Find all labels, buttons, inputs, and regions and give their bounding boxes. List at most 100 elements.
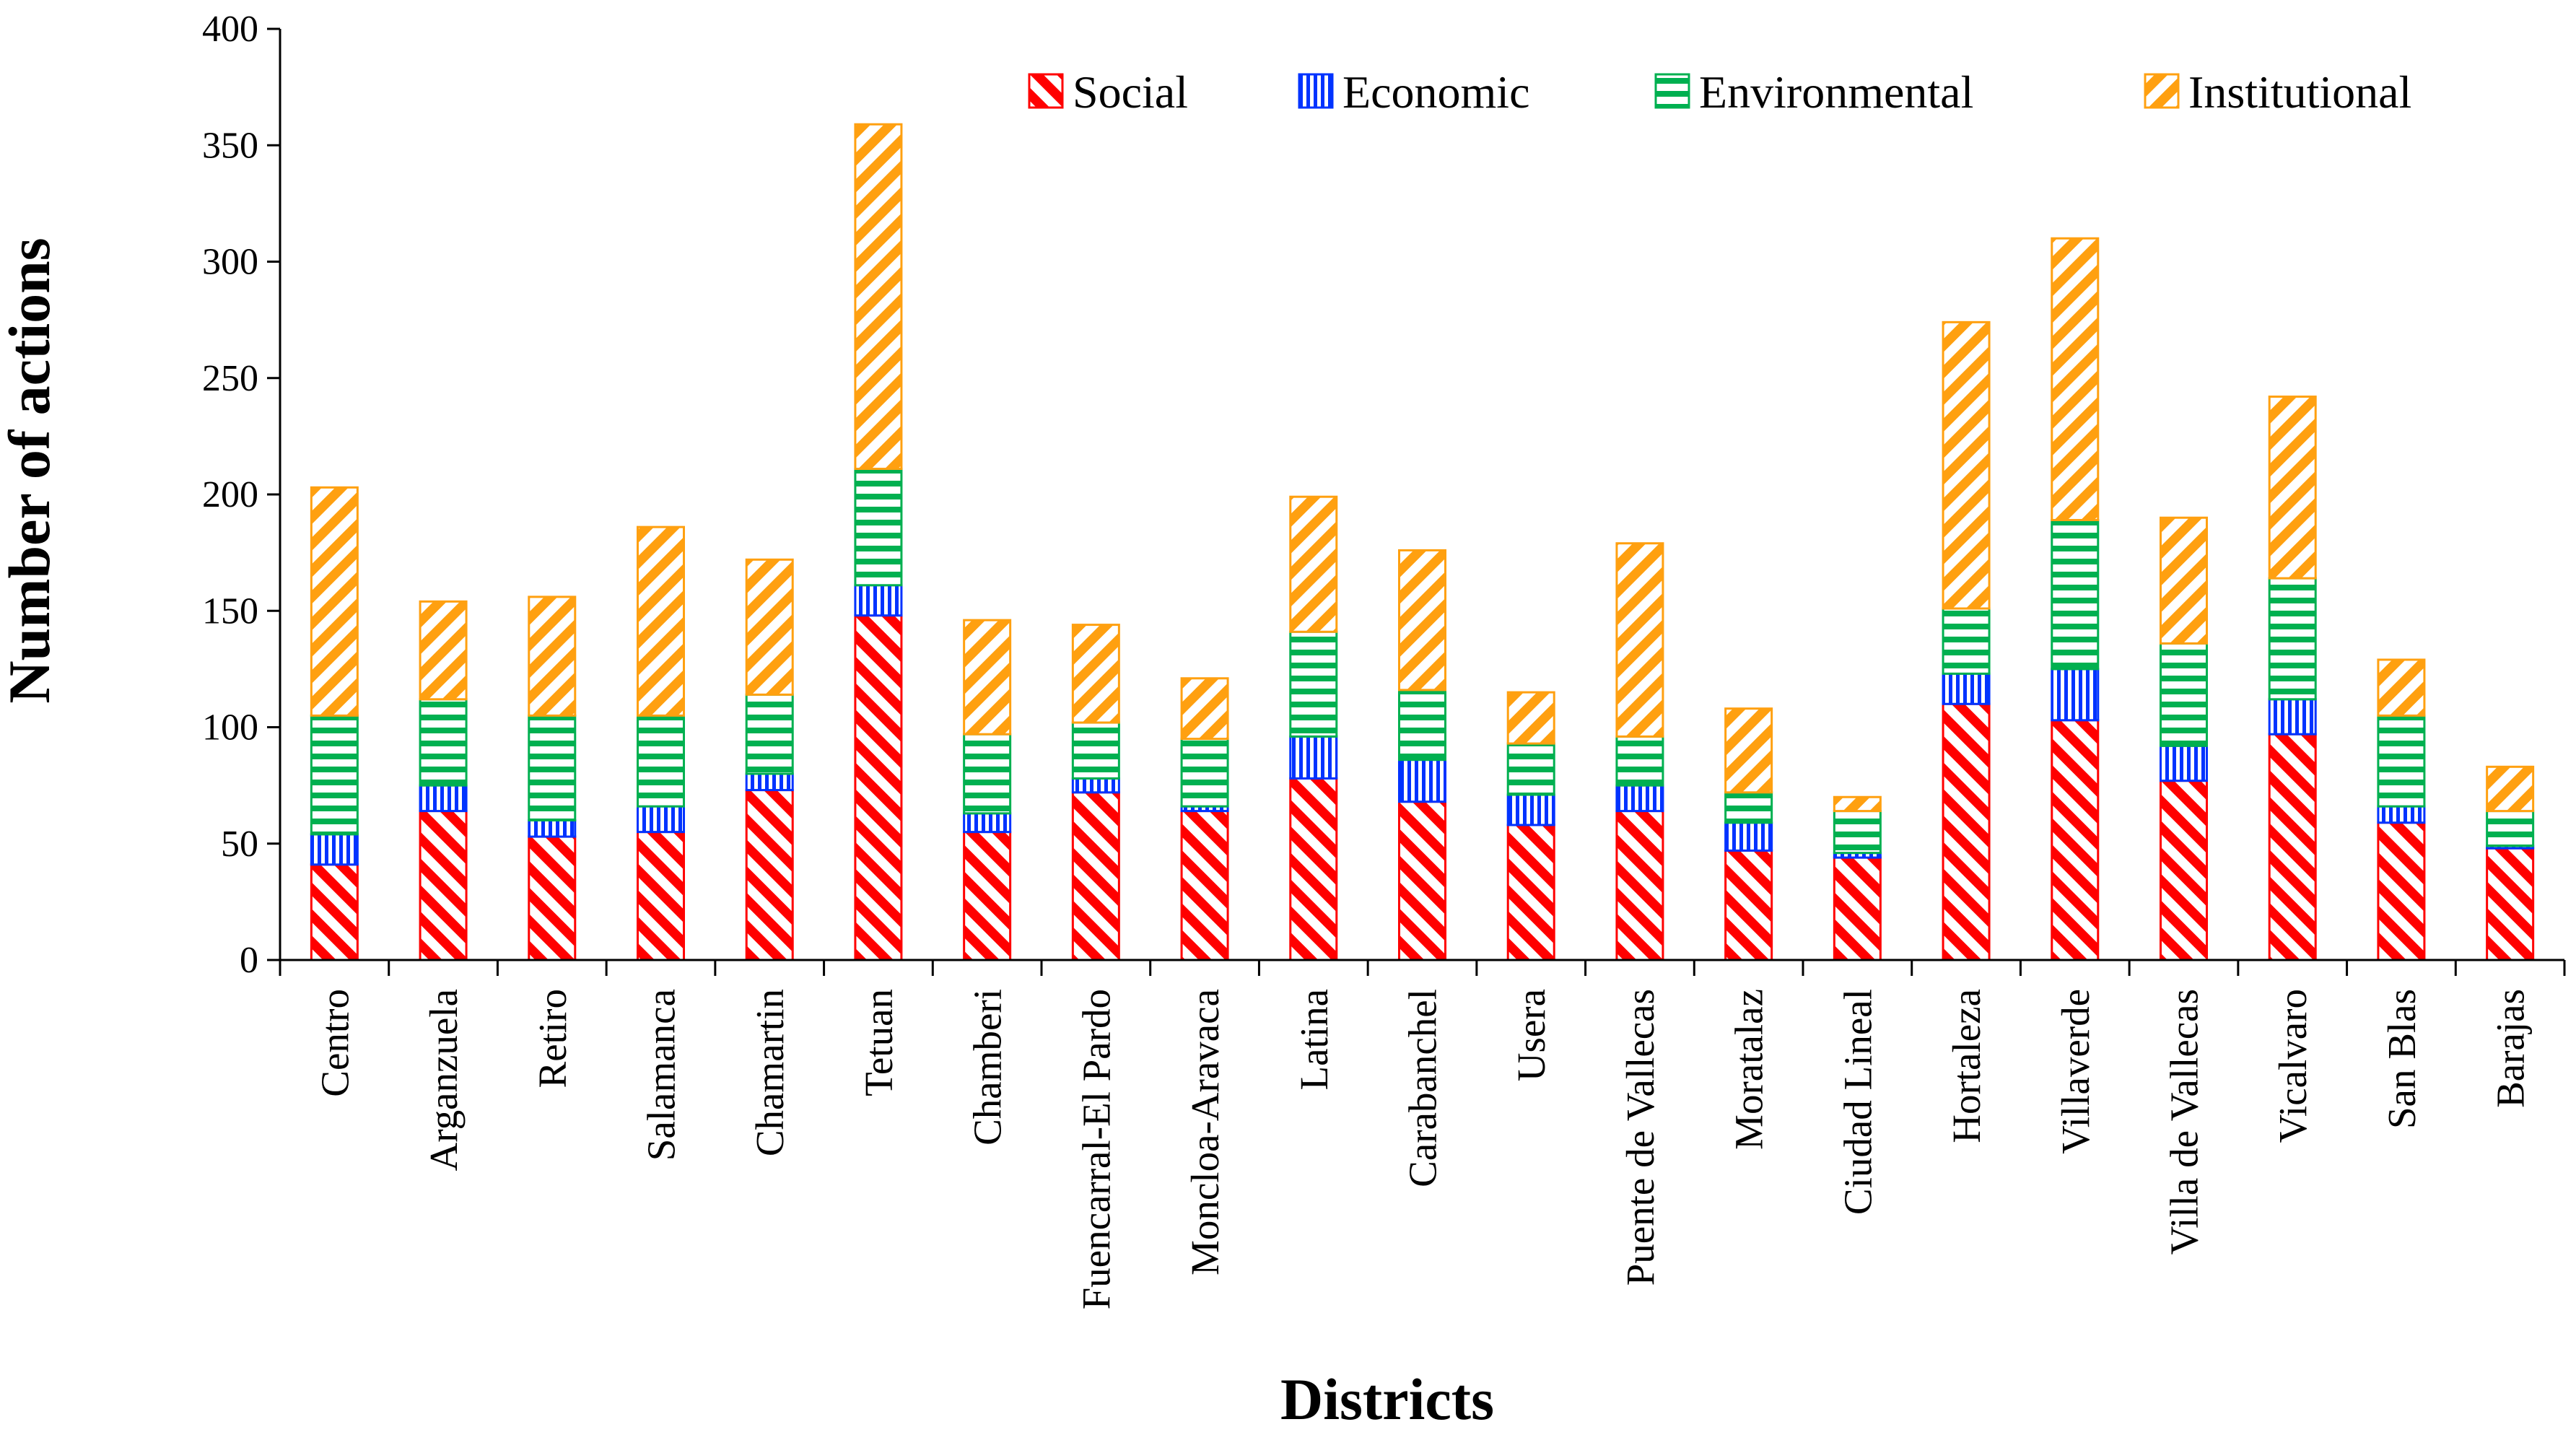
- bar-stack-latina: [1289, 495, 1338, 961]
- y-tick-label-400: 400: [202, 9, 258, 50]
- bar-fuencarral-el-pardo-economic: [1071, 777, 1120, 794]
- bar-moratalaz-institutional: [1724, 707, 1773, 794]
- bar-fuencarral-el-pardo-social: [1071, 791, 1120, 961]
- bar-vicalvaro-social: [2268, 733, 2317, 961]
- bar-stack-carabanchel: [1398, 549, 1446, 961]
- bar-puente-de-vallecas-environmental: [1615, 735, 1664, 787]
- bars-layer: [310, 123, 2535, 961]
- bar-villa-de-vallecas-economic: [2160, 744, 2208, 782]
- bar-chamartin-institutional: [745, 558, 794, 696]
- bar-chamartin-economic: [745, 772, 794, 792]
- x-tick-label-barajas: Barajas: [2489, 989, 2533, 1108]
- x-tick-label-chamartin: Chamartin: [748, 989, 792, 1156]
- y-tick-label-150: 150: [202, 590, 258, 632]
- legend-swatch-institutional: [2144, 73, 2180, 109]
- bar-usera-economic: [1506, 793, 1555, 826]
- x-tick-label-san-blas: San Blas: [2380, 989, 2424, 1129]
- bar-carabanchel-economic: [1398, 759, 1446, 803]
- legend-item-environmental: Environmental: [1654, 66, 1973, 118]
- x-tick-label-puente-de-vallecas: Puente de Vallecas: [1618, 989, 1662, 1286]
- bar-villa-de-vallecas-institutional: [2160, 516, 2208, 645]
- legend-label-institutional: Institutional: [2188, 66, 2411, 118]
- bar-centro-social: [310, 863, 359, 961]
- bar-vicalvaro-institutional: [2268, 396, 2317, 580]
- bar-retiro-economic: [528, 819, 577, 838]
- bar-fuencarral-el-pardo-institutional: [1071, 624, 1120, 724]
- bar-barajas-environmental: [2486, 810, 2535, 847]
- bar-villaverde-social: [2051, 719, 2100, 961]
- bar-villaverde-economic: [2051, 668, 2100, 722]
- bar-stack-chamartin: [745, 558, 794, 961]
- bar-ciudad-lineal-environmental: [1833, 810, 1882, 855]
- bar-ciudad-lineal-social: [1833, 856, 1882, 961]
- bar-stack-villaverde: [2051, 237, 2100, 961]
- bar-stack-vicalvaro: [2268, 396, 2317, 961]
- bar-usera-institutional: [1506, 691, 1555, 745]
- x-tick-label-villa-de-vallecas: Villa de Vallecas: [2162, 989, 2206, 1254]
- bar-hortaleza-institutional: [1942, 320, 1991, 610]
- bar-san-blas-environmental: [2377, 714, 2426, 808]
- x-tick-label-tetuan: Tetuan: [857, 989, 901, 1096]
- x-tick-label-latina: Latina: [1292, 989, 1336, 1090]
- y-tick-label-0: 0: [240, 940, 258, 981]
- legend-item-economic: Economic: [1298, 66, 1529, 118]
- bar-puente-de-vallecas-economic: [1615, 784, 1664, 813]
- x-tick-label-carabanchel: Carabanchel: [1401, 989, 1445, 1187]
- bar-barajas-social: [2486, 847, 2535, 961]
- bar-moratalaz-economic: [1724, 821, 1773, 852]
- bar-moncloa-aravaca-social: [1180, 810, 1229, 961]
- bar-hortaleza-economic: [1942, 672, 1991, 705]
- bar-stack-moncloa-aravaca: [1180, 677, 1229, 961]
- bar-puente-de-vallecas-social: [1615, 810, 1664, 961]
- bar-stack-centro: [310, 486, 359, 961]
- bar-stack-salamanca: [637, 525, 685, 961]
- y-tick-label-200: 200: [202, 474, 258, 515]
- bar-moncloa-aravaca-institutional: [1180, 677, 1229, 741]
- bar-tetuan-economic: [854, 584, 903, 617]
- x-tick-label-chamberi: Chamberi: [966, 989, 1010, 1146]
- bar-retiro-environmental: [528, 714, 577, 821]
- bar-stack-hortaleza: [1942, 320, 1991, 961]
- x-tick-label-vicalvaro: Vicalvaro: [2271, 989, 2315, 1143]
- x-tick-label-moncloa-aravaca: Moncloa-Aravaca: [1183, 989, 1227, 1275]
- bar-chamberi-economic: [963, 812, 1012, 834]
- bar-carabanchel-social: [1398, 800, 1446, 961]
- legend-item-social: Social: [1028, 66, 1188, 118]
- x-tick-label-villaverde: Villaverde: [2053, 989, 2097, 1154]
- bar-stack-tetuan: [854, 123, 903, 961]
- bar-tetuan-social: [854, 614, 903, 961]
- bar-stack-villa-de-vallecas: [2160, 516, 2208, 961]
- bar-centro-economic: [310, 833, 359, 866]
- x-tick-label-fuencarral-el-pardo: Fuencarral-El Pardo: [1074, 989, 1118, 1309]
- bar-latina-institutional: [1289, 495, 1338, 633]
- bar-moratalaz-environmental: [1724, 791, 1773, 824]
- bar-hortaleza-social: [1942, 702, 1991, 961]
- bar-centro-institutional: [310, 486, 359, 717]
- bar-chamberi-environmental: [963, 733, 1012, 815]
- bar-salamanca-institutional: [637, 525, 685, 717]
- bar-stack-fuencarral-el-pardo: [1071, 624, 1120, 961]
- x-tick-label-centro: Centro: [313, 989, 357, 1097]
- bar-retiro-institutional: [528, 595, 577, 717]
- bar-usera-environmental: [1506, 742, 1555, 796]
- bar-tetuan-environmental: [854, 468, 903, 587]
- bar-stack-retiro: [528, 595, 577, 961]
- axes-layer: 0 50 100 150 200 250 300 350 400 Centro Arganzuela…: [202, 9, 2566, 1309]
- y-axis-title: Number of actions: [0, 237, 62, 703]
- bar-salamanca-social: [637, 831, 685, 961]
- x-tick-label-ciudad-lineal: Ciudad Lineal: [1835, 989, 1879, 1215]
- bar-stack-usera: [1506, 691, 1555, 961]
- bar-san-blas-institutional: [2377, 658, 2426, 717]
- bar-vicalvaro-economic: [2268, 698, 2317, 736]
- bar-villa-de-vallecas-social: [2160, 780, 2208, 961]
- bar-stack-barajas: [2486, 765, 2535, 961]
- bar-centro-environmental: [310, 714, 359, 836]
- x-tick-label-usera: Usera: [1509, 989, 1553, 1081]
- y-tick-label-350: 350: [202, 125, 258, 166]
- bar-latina-economic: [1289, 735, 1338, 780]
- bar-stack-puente-de-vallecas: [1615, 542, 1664, 961]
- bar-arganzuela-social: [419, 810, 468, 961]
- bar-san-blas-economic: [2377, 805, 2426, 824]
- bar-chamartin-environmental: [745, 693, 794, 775]
